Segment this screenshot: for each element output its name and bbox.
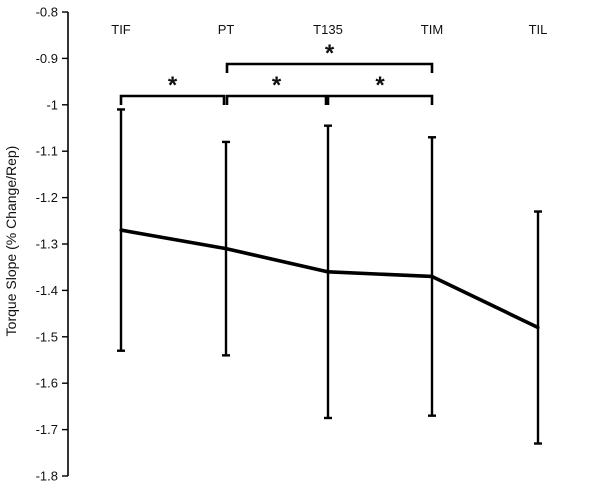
significance-star: * [325,40,335,67]
y-axis-ticks: -0.8 -0.9 -1 -1.1 -1.2 -1.3 -1.4 -1.5 -1.6 -1.7 -1… [36,5,68,484]
error-bars [117,108,542,445]
y-tick-label: -1.4 [36,283,58,298]
category-label: TIF [111,22,131,37]
y-tick-label: -1.7 [36,422,58,437]
data-point [224,247,228,251]
data-point [119,228,123,232]
category-label: TIM [421,22,443,37]
data-point [536,325,540,330]
category-label: TIL [529,22,548,37]
series-line [120,228,539,330]
significance-bracket [225,94,328,105]
category-label: PT [218,22,235,37]
significance-star: * [375,72,385,99]
y-tick-label: -1 [46,97,58,112]
significance-bracket [119,94,226,105]
significance-brackets: * * * * [119,40,434,105]
y-tick-label: -1.5 [36,329,58,344]
data-point [430,274,434,279]
y-tick-label: -1.8 [36,469,58,484]
category-label: T135 [313,22,343,37]
y-tick-label: -0.9 [36,51,58,66]
significance-bracket [326,94,434,105]
y-axis-title: Torque Slope (% Change/Rep) [3,146,19,337]
significance-star: * [272,72,282,99]
significance-star: * [168,72,178,99]
data-point [326,270,330,274]
category-labels: TIF PT T135 TIM TIL [111,22,547,37]
y-tick-label: -1.2 [36,190,58,205]
series-group [119,228,540,330]
y-tick-label: -0.8 [36,5,58,20]
y-tick-label: -1.1 [36,144,58,159]
significance-bracket [225,62,434,73]
y-tick-label: -1.6 [36,376,58,391]
y-tick-label: -1.3 [36,237,58,252]
